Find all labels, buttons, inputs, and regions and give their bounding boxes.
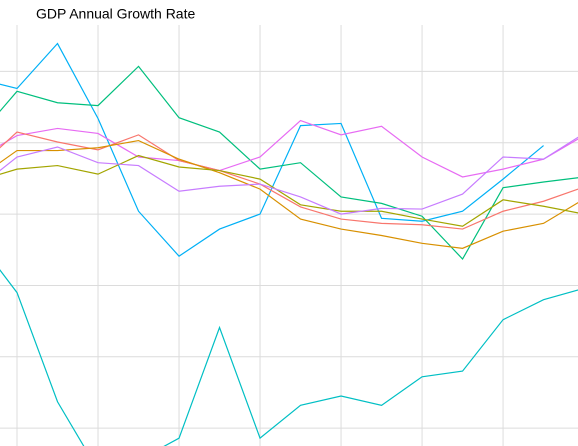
chart-title: GDP Annual Growth Rate: [36, 6, 195, 22]
series-line: [0, 154, 578, 227]
series-line: [0, 136, 578, 215]
series-line: [0, 139, 578, 249]
plot-area: [0, 25, 578, 446]
series-line: [0, 269, 578, 446]
series-line: [0, 119, 578, 178]
series-line: [0, 42, 544, 257]
series-line: [0, 65, 578, 261]
series-line: [0, 131, 578, 230]
